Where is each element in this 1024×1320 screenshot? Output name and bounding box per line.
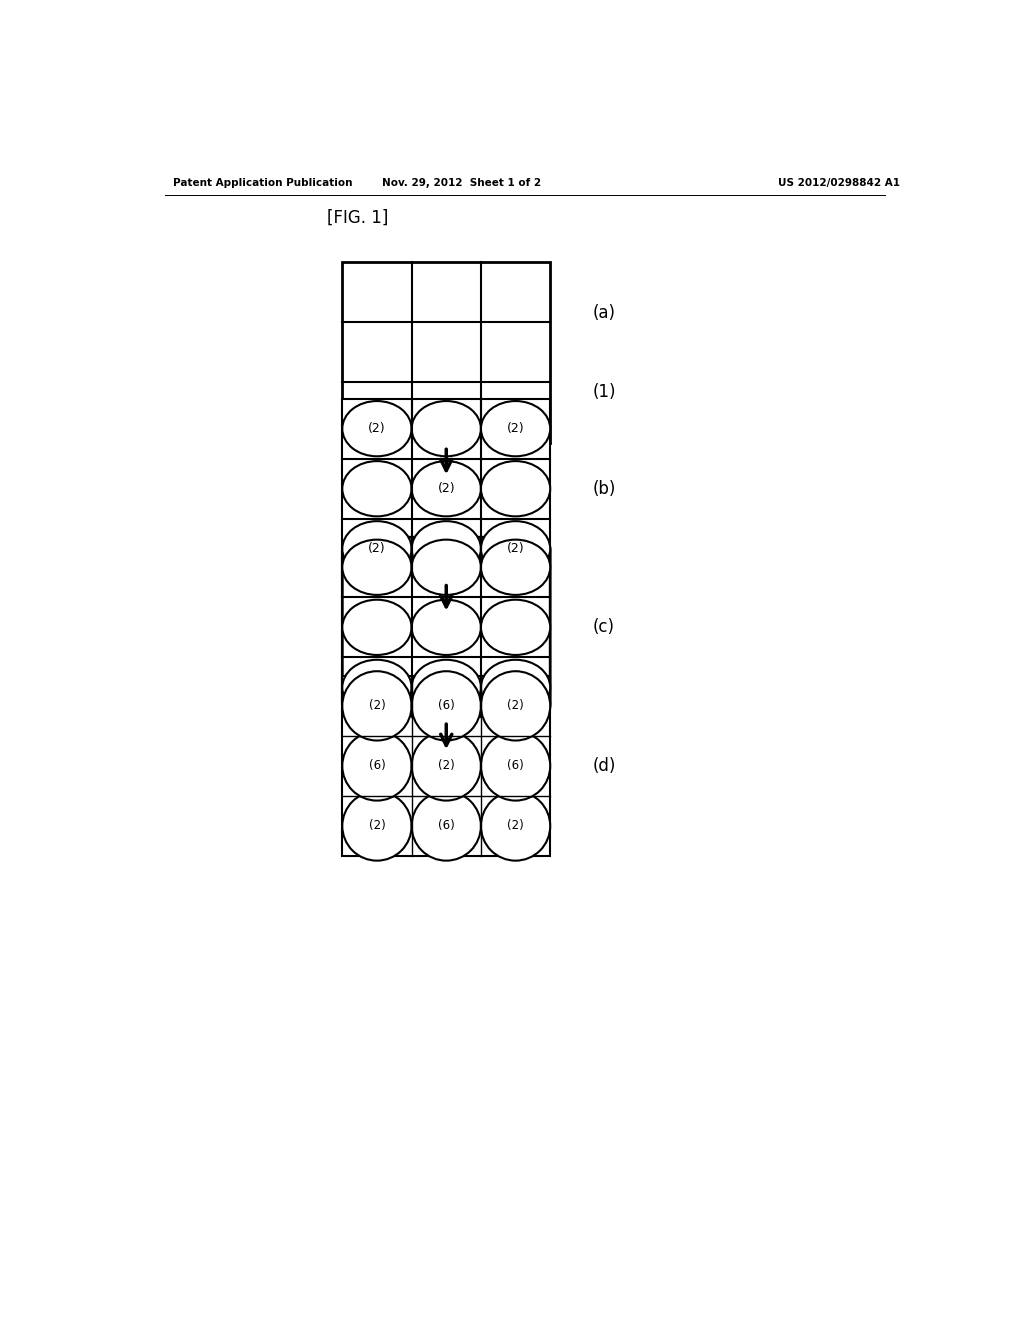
Ellipse shape xyxy=(412,599,481,655)
Text: (6): (6) xyxy=(369,759,385,772)
Text: [FIG. 1]: [FIG. 1] xyxy=(327,209,388,227)
Text: (a): (a) xyxy=(593,304,615,322)
Ellipse shape xyxy=(481,401,550,457)
Text: (2): (2) xyxy=(437,482,455,495)
Circle shape xyxy=(481,731,550,800)
Text: (6): (6) xyxy=(438,700,455,713)
Ellipse shape xyxy=(342,401,412,457)
Circle shape xyxy=(342,731,412,800)
Text: Patent Application Publication: Patent Application Publication xyxy=(173,178,352,187)
FancyBboxPatch shape xyxy=(342,537,550,718)
Ellipse shape xyxy=(342,521,412,577)
Text: (2): (2) xyxy=(507,422,524,436)
Text: Nov. 29, 2012  Sheet 1 of 2: Nov. 29, 2012 Sheet 1 of 2 xyxy=(382,178,542,187)
Text: (2): (2) xyxy=(369,543,386,556)
Ellipse shape xyxy=(412,521,481,577)
Text: (2): (2) xyxy=(507,820,524,833)
Ellipse shape xyxy=(481,599,550,655)
Circle shape xyxy=(412,792,481,861)
Text: (2): (2) xyxy=(507,543,524,556)
Ellipse shape xyxy=(342,540,412,595)
Ellipse shape xyxy=(342,599,412,655)
Ellipse shape xyxy=(481,540,550,595)
Text: (2): (2) xyxy=(369,422,386,436)
Text: (2): (2) xyxy=(438,759,455,772)
Ellipse shape xyxy=(481,461,550,516)
Text: (6): (6) xyxy=(438,820,455,833)
Text: (b): (b) xyxy=(593,479,615,498)
Ellipse shape xyxy=(342,660,412,715)
Text: US 2012/0298842 A1: US 2012/0298842 A1 xyxy=(778,178,900,187)
Text: (2): (2) xyxy=(369,700,385,713)
Circle shape xyxy=(342,792,412,861)
Ellipse shape xyxy=(342,461,412,516)
Text: (2): (2) xyxy=(369,820,385,833)
Bar xyxy=(342,263,550,442)
Circle shape xyxy=(412,672,481,741)
Ellipse shape xyxy=(481,521,550,577)
Text: (2): (2) xyxy=(507,700,524,713)
Bar xyxy=(342,399,550,579)
Text: (6): (6) xyxy=(507,759,524,772)
Ellipse shape xyxy=(412,401,481,457)
Text: (1): (1) xyxy=(593,383,616,401)
Circle shape xyxy=(412,731,481,800)
Text: (d): (d) xyxy=(593,756,615,775)
Text: (c): (c) xyxy=(593,618,614,636)
Ellipse shape xyxy=(481,660,550,715)
Circle shape xyxy=(481,672,550,741)
Bar xyxy=(342,676,550,857)
Ellipse shape xyxy=(412,461,481,516)
Ellipse shape xyxy=(412,540,481,595)
Circle shape xyxy=(481,792,550,861)
Circle shape xyxy=(342,672,412,741)
Ellipse shape xyxy=(412,660,481,715)
